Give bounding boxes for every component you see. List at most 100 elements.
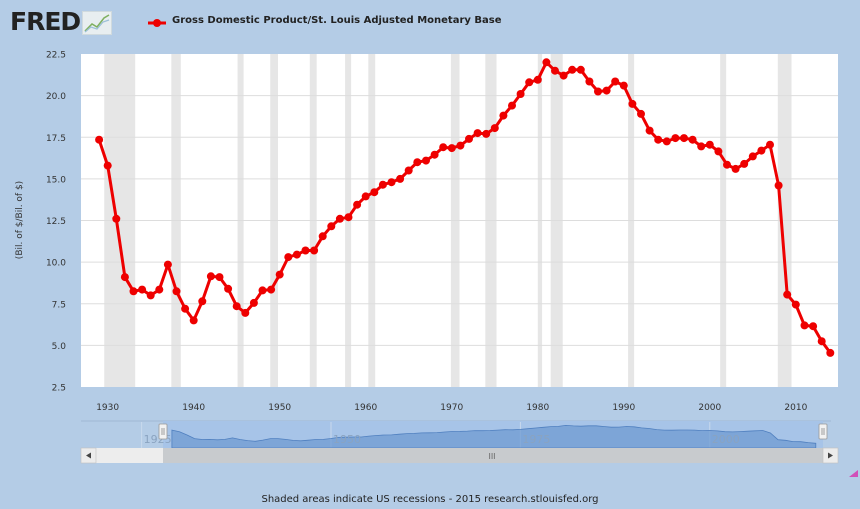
data-point[interactable]: [697, 142, 706, 151]
data-point[interactable]: [301, 246, 310, 255]
data-point[interactable]: [189, 316, 198, 325]
data-point[interactable]: [206, 272, 215, 281]
data-point[interactable]: [361, 192, 370, 201]
data-point[interactable]: [817, 337, 826, 346]
data-point[interactable]: [198, 297, 207, 306]
scroll-right-button[interactable]: [822, 447, 839, 464]
scrollbar-grip[interactable]: III: [488, 452, 495, 461]
data-point[interactable]: [525, 78, 534, 87]
data-point[interactable]: [138, 285, 147, 294]
data-point[interactable]: [353, 200, 362, 209]
data-point[interactable]: [387, 178, 396, 187]
data-point[interactable]: [284, 253, 293, 262]
data-point[interactable]: [112, 214, 121, 223]
data-point[interactable]: [292, 250, 301, 259]
data-point[interactable]: [473, 129, 482, 138]
data-point[interactable]: [731, 164, 740, 173]
data-point[interactable]: [826, 348, 835, 357]
data-point[interactable]: [215, 273, 224, 282]
data-point[interactable]: [680, 134, 688, 143]
data-point[interactable]: [594, 87, 602, 96]
legend-item[interactable]: Gross Domestic Product/St. Louis Adjuste…: [148, 14, 501, 27]
data-point[interactable]: [370, 188, 379, 197]
data-point[interactable]: [508, 101, 516, 110]
data-point[interactable]: [662, 137, 671, 146]
data-point[interactable]: [465, 134, 473, 143]
data-point[interactable]: [559, 71, 568, 80]
scrollbar[interactable]: III: [80, 447, 839, 464]
data-point[interactable]: [275, 270, 284, 279]
data-point[interactable]: [516, 90, 525, 98]
data-point[interactable]: [800, 321, 809, 330]
data-point[interactable]: [232, 302, 241, 311]
data-point[interactable]: [774, 181, 783, 190]
data-point[interactable]: [791, 300, 800, 309]
scroll-left-button[interactable]: [80, 447, 97, 464]
navigator[interactable]: 1925 1950 1975 2000: [81, 420, 831, 449]
data-point[interactable]: [318, 232, 327, 241]
data-point[interactable]: [224, 284, 233, 293]
data-point[interactable]: [95, 135, 104, 144]
data-point[interactable]: [163, 260, 172, 269]
data-point[interactable]: [422, 156, 430, 165]
data-point[interactable]: [439, 143, 448, 152]
data-point[interactable]: [146, 291, 155, 300]
data-point[interactable]: [155, 285, 164, 294]
resize-corner-icon[interactable]: [849, 470, 858, 477]
data-point[interactable]: [404, 166, 413, 175]
data-point[interactable]: [129, 287, 138, 296]
navigator-handle-right[interactable]: [818, 423, 828, 440]
data-point[interactable]: [714, 147, 723, 156]
data-point[interactable]: [482, 129, 491, 138]
data-point[interactable]: [267, 285, 276, 294]
data-point[interactable]: [172, 287, 181, 296]
data-point[interactable]: [241, 308, 250, 317]
data-point[interactable]: [671, 134, 680, 143]
data-point[interactable]: [723, 160, 731, 169]
data-point[interactable]: [310, 246, 319, 255]
navigator-handle-left[interactable]: [158, 423, 168, 440]
data-point[interactable]: [576, 65, 585, 74]
data-point[interactable]: [490, 124, 499, 133]
data-point[interactable]: [611, 77, 620, 86]
data-point[interactable]: [783, 290, 792, 299]
data-point[interactable]: [258, 286, 267, 295]
data-point[interactable]: [327, 222, 336, 231]
data-point[interactable]: [447, 144, 456, 153]
data-point[interactable]: [568, 65, 577, 74]
data-point[interactable]: [740, 159, 749, 168]
data-point[interactable]: [533, 75, 542, 84]
data-point[interactable]: [396, 174, 405, 183]
data-point[interactable]: [654, 135, 663, 144]
data-point[interactable]: [585, 77, 594, 86]
data-point[interactable]: [628, 99, 637, 108]
y-tick-label: 10.0: [46, 259, 66, 269]
x-axis: 1930 1940 1950 1960 1970 1980 1990 2000 2010: [96, 403, 807, 413]
scrollbar-track[interactable]: [81, 448, 838, 463]
data-point[interactable]: [120, 273, 129, 282]
data-point[interactable]: [619, 81, 628, 90]
data-point[interactable]: [748, 152, 757, 161]
data-point[interactable]: [705, 140, 714, 149]
data-point[interactable]: [344, 213, 353, 222]
data-point[interactable]: [249, 298, 258, 307]
data-point[interactable]: [542, 58, 551, 67]
data-point[interactable]: [551, 66, 559, 75]
data-point[interactable]: [413, 158, 422, 167]
data-point[interactable]: [456, 141, 465, 150]
data-point[interactable]: [688, 135, 697, 144]
data-point[interactable]: [430, 150, 439, 159]
data-point[interactable]: [181, 304, 190, 313]
scrollbar-thumb-empty: [96, 448, 163, 463]
fred-logo[interactable]: FRED: [10, 8, 113, 36]
data-point[interactable]: [499, 111, 508, 120]
data-point[interactable]: [757, 146, 766, 155]
data-point[interactable]: [103, 161, 112, 170]
data-point[interactable]: [637, 109, 645, 118]
data-point[interactable]: [602, 86, 611, 95]
data-point[interactable]: [645, 126, 654, 135]
data-point[interactable]: [378, 180, 387, 189]
data-point[interactable]: [809, 322, 818, 331]
data-point[interactable]: [335, 214, 344, 223]
data-point[interactable]: [766, 140, 774, 149]
